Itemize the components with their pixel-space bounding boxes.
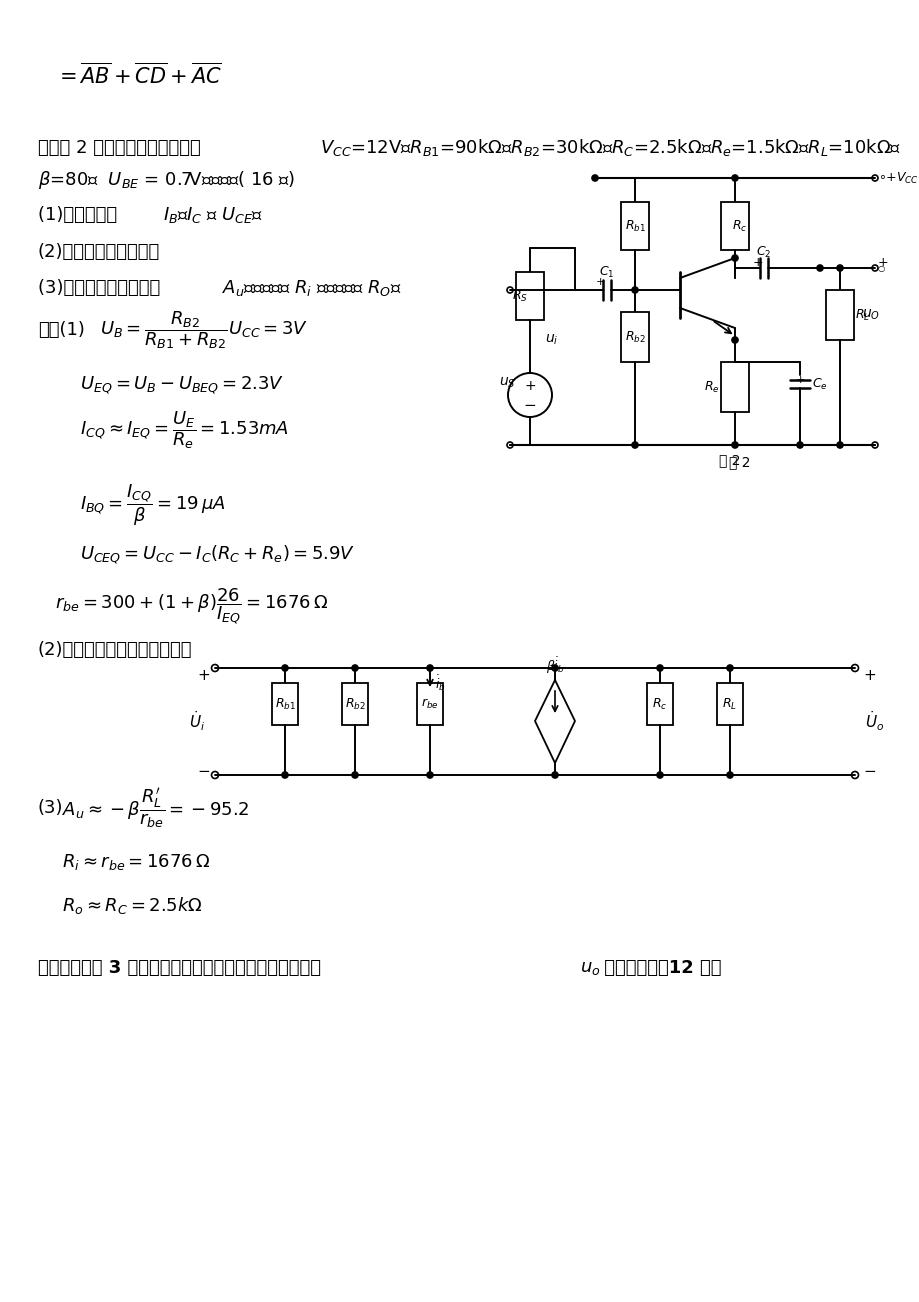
Text: −: − [862,764,875,780]
Circle shape [732,174,737,181]
Text: −: − [197,764,210,780]
Bar [342,684,368,725]
Text: $A_u$、输入电阻 $R_i$ 和输出电阻 $R_O$；: $A_u$、输入电阻 $R_i$ 和输出电阻 $R_O$； [221,279,402,298]
Circle shape [591,174,597,181]
Bar [416,684,443,725]
Text: $R_{b2}$: $R_{b2}$ [345,697,365,712]
Text: (2)微变等效电路如下图所示：: (2)微变等效电路如下图所示： [38,641,192,659]
Circle shape [551,772,558,779]
Circle shape [631,441,637,448]
Text: $I_{BQ} = \dfrac{I_{CQ}}{\beta} = 19\,\mu A$: $I_{BQ} = \dfrac{I_{CQ}}{\beta} = 19\,\m… [80,483,225,527]
Text: 五、电路如图 3 所示，设运放是理想的，试求出输出电压: 五、电路如图 3 所示，设运放是理想的，试求出输出电压 [38,960,327,976]
Circle shape [426,772,433,779]
Bar [620,202,648,250]
Text: ○: ○ [877,263,884,272]
Text: $R_{b2}$: $R_{b2}$ [624,329,645,345]
Bar [516,272,543,320]
Text: $R_c$: $R_c$ [732,219,747,233]
Text: $R_c$: $R_c$ [652,697,667,712]
Text: +: + [524,379,535,393]
Text: $\beta$=80，  $U_{BE}$ = 0.7V。试求：( 16 分): $\beta$=80， $U_{BE}$ = 0.7V。试求：( 16 分) [38,169,295,191]
Text: $R_e$: $R_e$ [704,379,720,395]
Bar [272,684,298,725]
Text: $U_{CEQ} = U_{CC} - I_C(R_C + R_e) = 5.9V$: $U_{CEQ} = U_{CC} - I_C(R_C + R_e) = 5.9… [80,544,355,566]
Text: $C_e$: $C_e$ [811,376,827,392]
Text: $R_L$: $R_L$ [854,307,869,323]
Text: $R_o \approx R_C = 2.5k\Omega$: $R_o \approx R_C = 2.5k\Omega$ [62,894,202,915]
Bar [716,684,743,725]
Text: (3)电路的电压放大倍数: (3)电路的电压放大倍数 [38,279,165,297]
Text: $= \overline{AB} + \overline{CD} + \overline{AC}$: $= \overline{AB} + \overline{CD} + \over… [55,62,221,87]
Circle shape [726,665,732,671]
Circle shape [732,255,737,260]
Bar [720,202,748,250]
Text: 四、图 2 所示放大电路中，已知: 四、图 2 所示放大电路中，已知 [38,139,206,158]
Text: +: + [862,668,875,684]
Text: +: + [752,255,763,268]
Circle shape [656,772,663,779]
Text: −: − [523,398,536,414]
Text: $A_u \approx -\beta\dfrac{R_L^{\prime}}{r_{be}} = -95.2$: $A_u \approx -\beta\dfrac{R_L^{\prime}}{… [62,786,249,829]
Text: (2)画出微变等效电路；: (2)画出微变等效电路； [38,243,160,260]
Circle shape [352,772,357,779]
Text: +: + [794,375,804,385]
Text: $u_O$: $u_O$ [861,307,879,322]
Text: $R_{b1}$: $R_{b1}$ [274,697,295,712]
Circle shape [836,441,842,448]
Circle shape [631,286,637,293]
Text: (3): (3) [38,799,63,816]
Text: 图 2: 图 2 [729,454,750,469]
Circle shape [732,441,737,448]
Bar [620,312,648,362]
Text: +: + [197,668,210,684]
Text: $C_2$: $C_2$ [755,245,771,259]
Circle shape [656,665,663,671]
Circle shape [352,665,357,671]
Circle shape [282,665,288,671]
Text: $U_B = \dfrac{R_{B2}}{R_{B1}+R_{B2}}U_{CC} = 3V$: $U_B = \dfrac{R_{B2}}{R_{B1}+R_{B2}}U_{C… [100,309,308,350]
Text: $C_1$: $C_1$ [598,264,614,280]
Text: $R_{b1}$: $R_{b1}$ [624,219,645,233]
Circle shape [836,266,842,271]
Text: 图 2: 图 2 [719,453,740,467]
Text: $R_i \approx r_{be} = 1676\,\Omega$: $R_i \approx r_{be} = 1676\,\Omega$ [62,852,210,872]
Text: (1)静态工作点: (1)静态工作点 [38,206,123,224]
Text: $R_S$: $R_S$ [512,289,528,303]
Circle shape [282,772,288,779]
Text: $u_i$: $u_i$ [544,333,558,348]
Circle shape [726,772,732,779]
Circle shape [732,337,737,342]
Text: $u_S$: $u_S$ [499,376,516,391]
Bar [646,684,673,725]
Text: 的表达式。（12 分）: 的表达式。（12 分） [597,960,720,976]
Circle shape [796,441,802,448]
Text: $r_{be}$: $r_{be}$ [421,697,438,711]
Text: 解：(1): 解：(1) [38,322,85,339]
Bar [825,290,853,340]
Text: $R_L$: $R_L$ [721,697,737,712]
Text: +: + [877,255,888,268]
Text: $\dot{i}_b$: $\dot{i}_b$ [435,673,445,693]
Text: $r_{be} = 300 + (1+\beta)\dfrac{26}{I_{EQ}} = 1676\,\Omega$: $r_{be} = 300 + (1+\beta)\dfrac{26}{I_{E… [55,587,328,628]
Text: $I_{CQ} \approx I_{EQ} = \dfrac{U_E}{R_e} = 1.53mA$: $I_{CQ} \approx I_{EQ} = \dfrac{U_E}{R_e… [80,409,289,450]
Text: $\dot{U}_o$: $\dot{U}_o$ [864,710,883,733]
Text: $\dot{U}_i$: $\dot{U}_i$ [188,710,205,733]
Text: $U_{EQ}=U_B-U_{BEQ}=2.3V$: $U_{EQ}=U_B-U_{BEQ}=2.3V$ [80,374,284,396]
Circle shape [816,266,823,271]
Circle shape [426,665,433,671]
Bar [720,362,748,411]
Text: +: + [595,277,604,286]
Circle shape [551,665,558,671]
Text: $\beta\dot{i}_b$: $\beta\dot{i}_b$ [545,655,563,676]
Text: $I_B$，$I_C$ 和 $U_{CE}$；: $I_B$，$I_C$ 和 $U_{CE}$； [163,204,263,225]
Text: $V_{CC}$=12V，$R_{B1}$=90k$\Omega$，$R_{B2}$=30k$\Omega$，$R_C$=2.5k$\Omega$，$R_e$=: $V_{CC}$=12V，$R_{B1}$=90k$\Omega$，$R_{B2… [320,138,901,159]
Text: $u_o$: $u_o$ [579,960,600,976]
Text: $\circ$+$V_{CC}$: $\circ$+$V_{CC}$ [877,171,918,186]
